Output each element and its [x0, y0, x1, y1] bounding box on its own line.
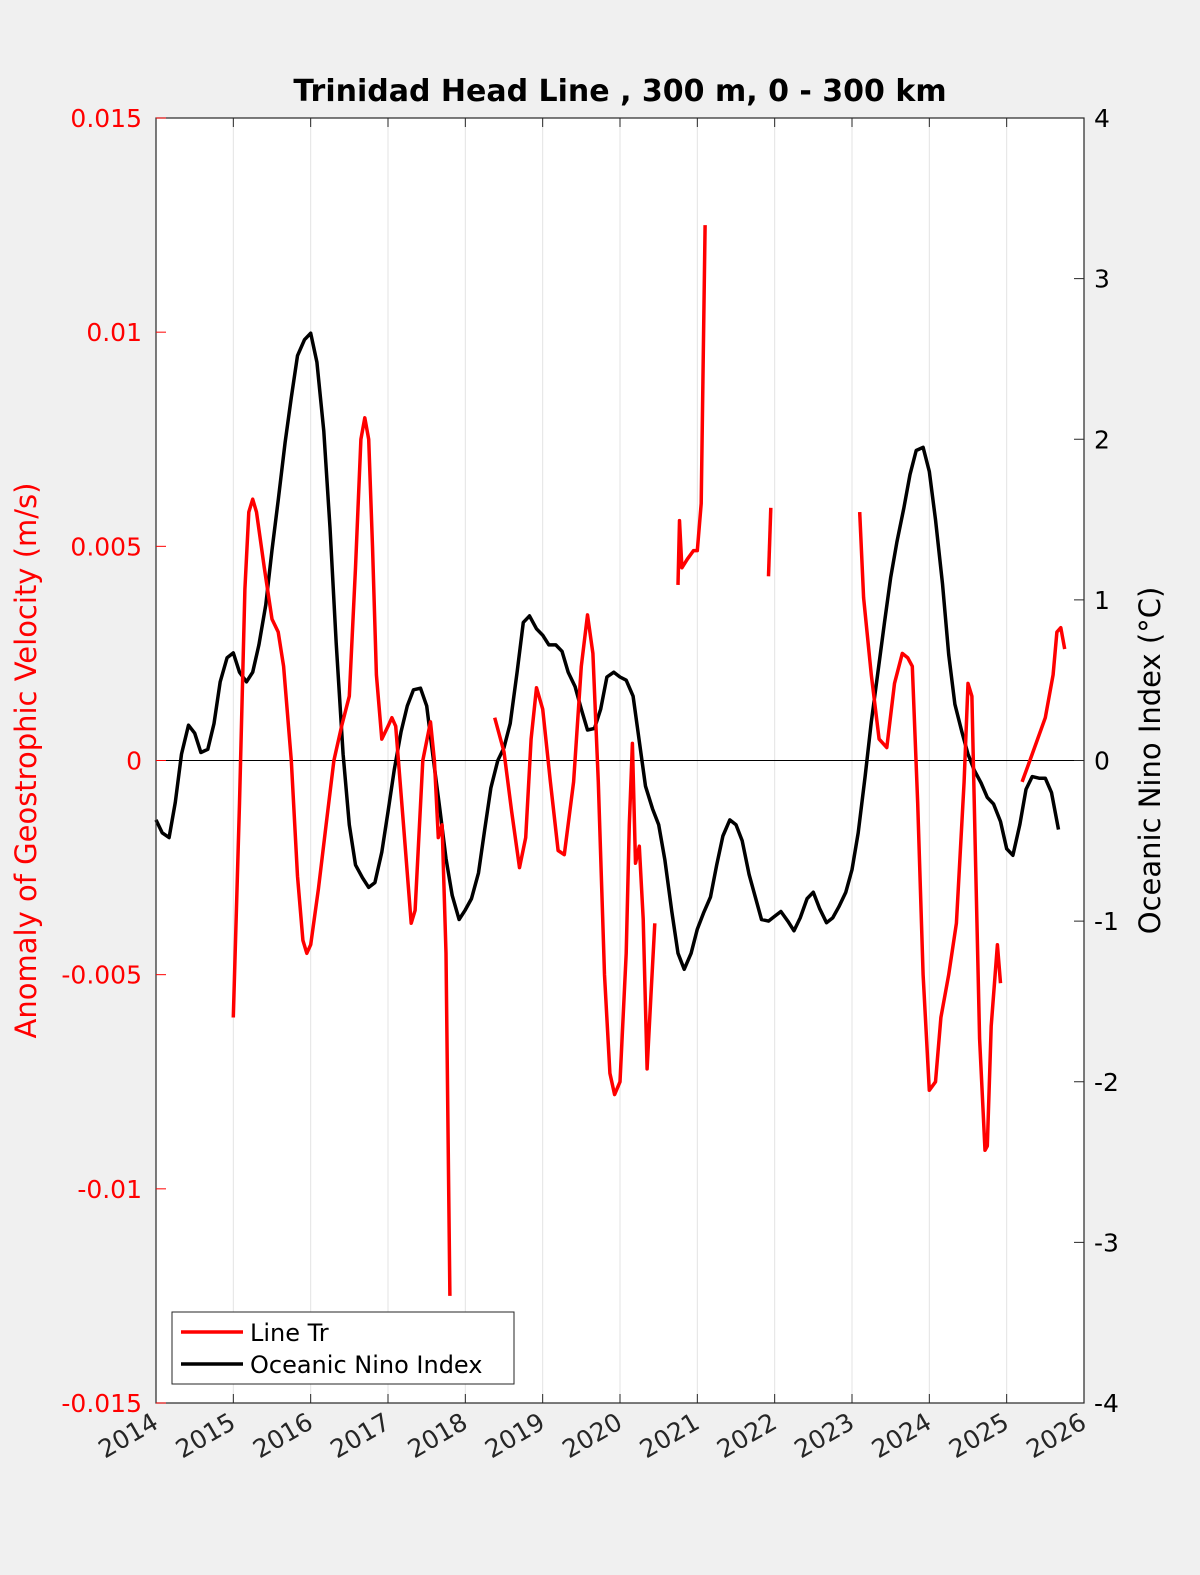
right-axis-label: Oceanic Nino Index (°C) [1133, 587, 1167, 935]
series-layer [154, 225, 1067, 1296]
legend: Line Tr Oceanic Nino Index [171, 1311, 515, 1385]
legend-box [171, 1311, 515, 1385]
series-line-tr-segment-4 [766, 507, 773, 577]
y-right-tick-label-6: -2 [1094, 1068, 1119, 1097]
series-line-tr-segment-2 [493, 613, 657, 1097]
y-right-tick-label-3: 1 [1094, 586, 1110, 615]
left-axis-label: Anomaly of Geostrophic Velocity (m/s) [9, 483, 43, 1039]
chart-title: Trinidad Head Line , 300 m, 0 - 300 km [293, 74, 946, 109]
series-line-tr-segment-5 [857, 512, 1003, 1153]
y-right-tick-label-1: 3 [1094, 265, 1110, 294]
y-right-tick-label-7: -3 [1094, 1228, 1119, 1257]
series-line-tr-segment-1 [231, 416, 452, 1296]
legend-label-line-tr: Line Tr [250, 1319, 329, 1347]
y-right-tick-label-0: 4 [1094, 104, 1110, 133]
y-left-tick-label-5: -0.01 [77, 1175, 142, 1204]
legend-label-oni: Oceanic Nino Index [250, 1351, 482, 1379]
series-line-tr-segment-3 [676, 225, 707, 585]
y-left-tick-label-2: 0.005 [70, 532, 142, 561]
y-left-tick-label-4: -0.005 [61, 961, 142, 990]
y-left-tick-label-0: 0.015 [70, 104, 142, 133]
y-left-tick-label-3: 0 [126, 747, 142, 776]
y-left-tick-label-6: -0.015 [61, 1389, 142, 1418]
y-right-tick-label-5: -1 [1094, 907, 1119, 936]
y-right-tick-label-4: 0 [1094, 747, 1110, 776]
y-right-tick-label-2: 2 [1094, 425, 1110, 454]
y-right-tick-label-8: -4 [1094, 1389, 1119, 1418]
series-oceanic-nino-index [154, 331, 1061, 972]
y-left-tick-label-1: 0.01 [86, 318, 142, 347]
series-line-tr-segment-6 [1020, 625, 1067, 783]
